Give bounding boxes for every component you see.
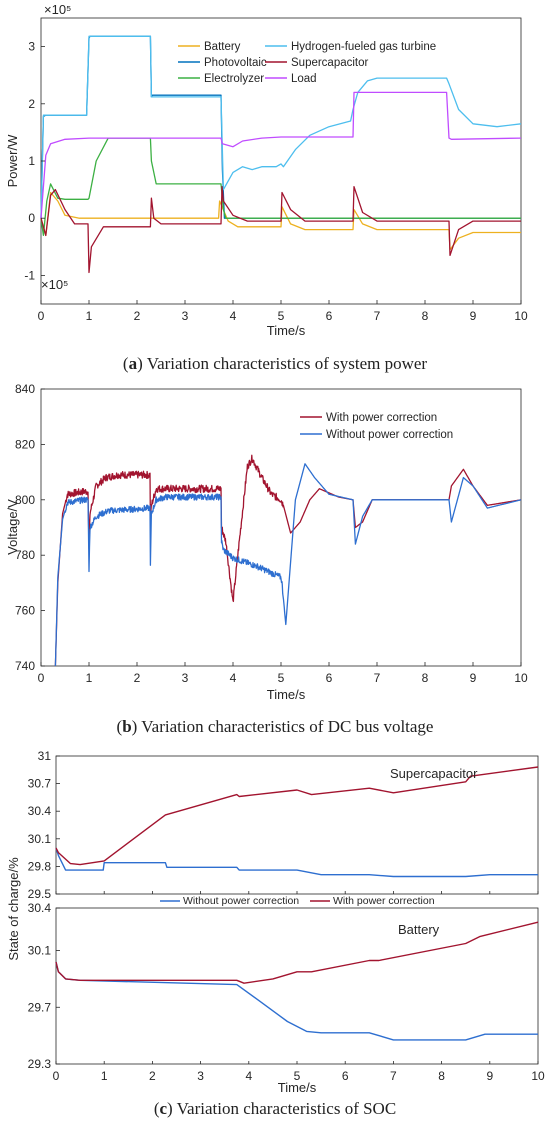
- chart-c-legend-label: Without power correction: [183, 895, 299, 907]
- chart-a-xtick-label: 5: [278, 309, 285, 323]
- chart-a-series-load: [40, 91, 522, 219]
- chart-a-xtick-label: 9: [470, 309, 477, 323]
- chart-b-xtick-label: 6: [326, 671, 333, 685]
- chart-a-legend-label: Electrolyzer: [204, 73, 264, 85]
- chart-a-ytick-label: 3: [28, 40, 35, 54]
- chart-a-xtick-label: 4: [230, 309, 237, 323]
- chart-b-plot-frame: [40, 388, 522, 667]
- chart-a-xtick-label: 7: [374, 309, 381, 323]
- chart-a-plot-frame: [40, 17, 522, 305]
- chart-c-xtick-label: 4: [245, 1069, 252, 1083]
- chart-b-ytick-label: 740: [15, 659, 35, 673]
- chart-b-legend-label: With power correction: [326, 412, 437, 424]
- chart-c-ytick-label: 29.3: [28, 1057, 52, 1071]
- chart-a-series-supercapacitor: [40, 186, 521, 274]
- chart-a-ytick-label: 2: [28, 97, 35, 111]
- chart-a-series-hydrogen-fueled-gas-turbine: [40, 35, 522, 219]
- chart-b-ytick-label: 760: [15, 604, 35, 618]
- chart-a-xtick-label: 8: [422, 309, 429, 323]
- chart-a-legend-label: Supercapacitor: [291, 57, 369, 69]
- chart-a-ylabel: Power/W: [5, 134, 20, 187]
- chart-c-ytick-label: 30.4: [28, 804, 52, 818]
- chart-a-exponent: ×10⁵: [44, 2, 71, 17]
- chart-b-legend-label: Without power correction: [326, 429, 453, 441]
- chart-c-xtick-label: 3: [197, 1069, 204, 1083]
- chart-a-ytick-label: 0: [28, 211, 35, 225]
- chart-a-xtick-label: 1: [86, 309, 93, 323]
- chart-b: 0 1 2 3 4 5 6 7 8 9 10 740 760 780 800 820 840 Voltage/…: [5, 382, 528, 736]
- chart-b-ylabel: Voltage/V: [5, 499, 20, 555]
- chart-c-caption: (c) Variation characteristics of SOC: [154, 1099, 396, 1118]
- chart-a-ytick-label: 1: [28, 154, 35, 168]
- chart-b-xtick-label: 2: [134, 671, 141, 685]
- chart-b-xtick-label: 1: [86, 671, 93, 685]
- chart-c-panel-label-battery: Battery: [398, 922, 440, 937]
- chart-a-xtick-label: 3: [182, 309, 189, 323]
- chart-c-xtick-label: 9: [486, 1069, 493, 1083]
- chart-c-ylabel: State of charge/%: [6, 857, 21, 961]
- chart-c-xlabel: Time/s: [278, 1080, 317, 1095]
- chart-b-xtick-label: 8: [422, 671, 429, 685]
- chart-b-ytick-label: 820: [15, 437, 35, 451]
- chart-a-caption: (a) Variation characteristics of system …: [123, 354, 428, 373]
- chart-c-xtick-label: 5: [294, 1069, 301, 1083]
- chart-b-xtick-label: 4: [230, 671, 237, 685]
- chart-c-xtick-label: 7: [390, 1069, 397, 1083]
- chart-c-xtick-label: 2: [149, 1069, 156, 1083]
- chart-b-xtick-label: 7: [374, 671, 381, 685]
- chart-c-series-without-power-correction-panel-0: [55, 847, 538, 878]
- chart-b-xtick-label: 5: [278, 671, 285, 685]
- chart-c-ytick-label: 29.5: [28, 887, 52, 901]
- chart-c-series-with-power-correction-panel-1: [55, 921, 539, 984]
- chart-b-xtick-label: 3: [182, 671, 189, 685]
- chart-c-top-frame: [55, 755, 539, 895]
- chart-c-xtick-label: 8: [438, 1069, 445, 1083]
- chart-a-legend: Battery Hydrogen-fueled gas turbine Photov…: [178, 41, 436, 85]
- chart-b-legend: With power correction Without power corre…: [300, 412, 453, 441]
- chart-b-ytick-label: 800: [15, 493, 35, 507]
- chart-b-xtick-label: 10: [514, 671, 528, 685]
- chart-c-legend-label: With power correction: [333, 895, 435, 907]
- chart-c-series-with-power-correction-panel-0: [55, 766, 539, 866]
- chart-c-ytick-label: 31: [38, 749, 52, 763]
- chart-b-xtick-label: 0: [38, 671, 45, 685]
- chart-c: 0 1 2 3 4 5 6 7 8 9 10 29.5 29.8 30.1 30.4 30.7 31 29.3 2…: [6, 749, 545, 1118]
- chart-b-ytick-label: 780: [15, 548, 35, 562]
- chart-b-ytick-label: 840: [15, 382, 35, 396]
- chart-a: 0 1 2 3 4 5 6 7 8 9 10 -1 0 1 2 3 ×10⁵ ×10⁵ Power/W Ti…: [5, 2, 528, 373]
- chart-c-ytick-label: 30.1: [28, 832, 52, 846]
- chart-c-legend: Without power correction With power corre…: [160, 895, 435, 907]
- chart-c-ytick-label: 29.8: [28, 859, 52, 873]
- chart-a-xlabel: Time/s: [267, 323, 306, 338]
- chart-a-legend-label: Load: [291, 73, 317, 85]
- chart-b-series-without-power-correction: [54, 463, 522, 667]
- chart-a-xtick-label: 0: [38, 309, 45, 323]
- chart-c-ytick-label: 30.7: [28, 777, 52, 791]
- chart-c-xtick-label: 1: [101, 1069, 108, 1083]
- chart-a-ytick-label: -1: [24, 268, 35, 282]
- chart-a-xtick-label: 6: [326, 309, 333, 323]
- chart-c-ytick-label: 30.4: [28, 901, 52, 915]
- chart-a-legend-label: Hydrogen-fueled gas turbine: [291, 41, 436, 53]
- chart-b-caption: (b) Variation characteristics of DC bus …: [117, 717, 434, 736]
- chart-a-legend-label: Photovoltaic: [204, 57, 267, 69]
- chart-a-exponent-bottom: ×10⁵: [41, 277, 68, 292]
- chart-c-xtick-label: 6: [342, 1069, 349, 1083]
- chart-c-panel-label-supercapacitor: Supercapacitor: [390, 766, 478, 781]
- chart-c-ytick-label: 29.7: [28, 1000, 52, 1014]
- chart-a-legend-label: Battery: [204, 41, 241, 53]
- chart-a-xtick-label: 10: [514, 309, 528, 323]
- chart-b-xtick-label: 9: [470, 671, 477, 685]
- chart-a-xtick-label: 2: [134, 309, 141, 323]
- chart-c-ytick-label: 30.1: [28, 944, 52, 958]
- chart-b-xlabel: Time/s: [267, 687, 306, 702]
- chart-c-bottom-frame: [55, 907, 539, 1065]
- chart-c-xtick-label: 10: [531, 1069, 545, 1083]
- chart-c-xtick-label: 0: [53, 1069, 60, 1083]
